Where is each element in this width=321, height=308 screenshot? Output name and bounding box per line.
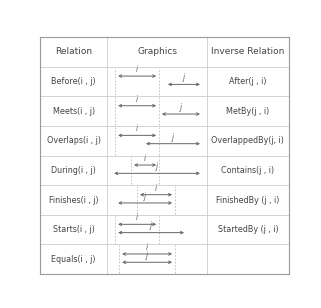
Text: OverlappedBy(j, i): OverlappedBy(j, i) [212,136,284,145]
Text: i: i [136,124,138,133]
Text: MetBy(j , i): MetBy(j , i) [226,107,269,116]
Text: i: i [136,213,138,222]
Text: j: j [146,251,148,260]
Text: j: j [144,192,146,201]
Text: j: j [156,162,158,171]
Text: Starts(i , j): Starts(i , j) [53,225,95,234]
Text: Graphics: Graphics [137,47,177,56]
Text: After(j , i): After(j , i) [229,77,267,86]
Text: Before(i , j): Before(i , j) [51,77,96,86]
Text: i: i [136,95,138,103]
Text: j: j [172,132,174,142]
Text: Equals(i , j): Equals(i , j) [51,255,96,264]
Text: FinishedBy (j , i): FinishedBy (j , i) [216,196,280,205]
Text: i: i [146,243,148,252]
Text: Meets(i , j): Meets(i , j) [53,107,95,116]
Text: i: i [136,65,138,74]
Text: Finishes(i , j): Finishes(i , j) [49,196,99,205]
Text: i: i [155,184,157,192]
Text: j: j [180,103,182,112]
Text: During(i , j): During(i , j) [51,166,96,175]
Text: i: i [144,154,146,163]
Text: Inverse Relation: Inverse Relation [211,47,284,56]
Text: StartedBy (j , i): StartedBy (j , i) [218,225,278,234]
Text: j: j [150,221,152,230]
Text: j: j [183,73,185,82]
Text: Overlaps(i , j): Overlaps(i , j) [47,136,101,145]
Text: Relation: Relation [55,47,92,56]
Text: Contains(j , i): Contains(j , i) [221,166,274,175]
